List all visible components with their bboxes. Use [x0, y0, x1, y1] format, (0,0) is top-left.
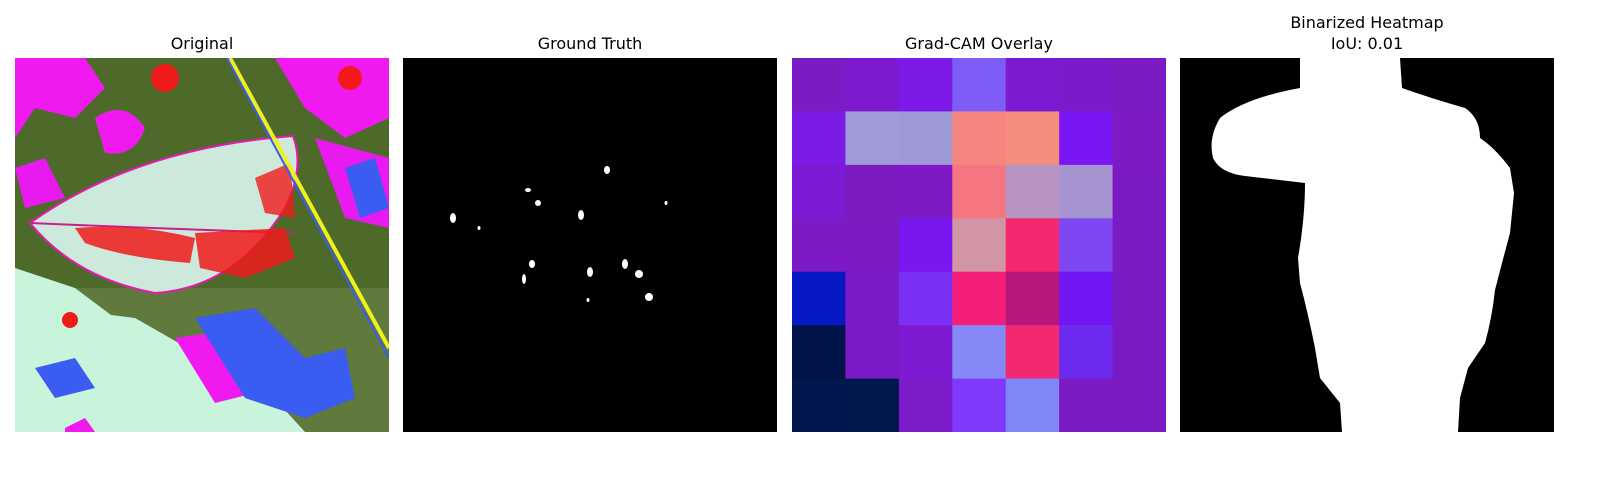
gradcam-cell: [845, 378, 900, 432]
gradcam-cell: [845, 58, 900, 112]
gradcam-cell: [845, 218, 900, 273]
panel-title-binarized-heatmap: Binarized Heatmap: [1290, 13, 1444, 32]
gradcam-cell: [1059, 111, 1114, 166]
gradcam-cell: [952, 325, 1007, 380]
gradcam-cell: [792, 111, 846, 166]
gradcam-cell: [792, 271, 846, 326]
gradcam-cell: [1059, 378, 1114, 432]
gradcam-cell: [952, 378, 1007, 432]
gradcam-cell: [845, 164, 900, 219]
panel-title-original: Original: [170, 34, 234, 53]
gradcam-cell: [1005, 325, 1060, 380]
gradcam-cell: [898, 325, 953, 380]
gradcam-cell: [792, 58, 846, 112]
gradcam-cell: [1059, 271, 1114, 326]
gradcam-cell: [1112, 218, 1166, 273]
gradcam-cell: [898, 58, 953, 112]
binarized-heatmap: [1180, 58, 1554, 432]
gradcam-cell: [1005, 271, 1060, 326]
gradcam-cell: [898, 271, 953, 326]
panel-title-ground-truth: Ground Truth: [537, 34, 643, 53]
gradcam-cell: [1059, 325, 1114, 380]
gradcam-cell: [1112, 378, 1166, 432]
gradcam-cell: [792, 325, 846, 380]
gradcam-cell: [792, 164, 846, 219]
gradcam-cell: [898, 164, 953, 219]
original-image: [15, 58, 389, 432]
gradcam-cell: [845, 111, 900, 166]
gradcam-cell: [1059, 218, 1114, 273]
gradcam-cell: [1112, 164, 1166, 219]
gradcam-cell: [1112, 325, 1166, 380]
gradcam-cell: [1059, 58, 1114, 112]
panel-title-gradcam-overlay: Grad-CAM Overlay: [905, 34, 1053, 53]
gradcam-cell: [898, 111, 953, 166]
panel-subtitle-iou: IoU: 0.01: [1330, 34, 1404, 53]
gradcam-cell: [1005, 218, 1060, 273]
gradcam-cell: [952, 164, 1007, 219]
gradcam-cell: [1005, 378, 1060, 432]
gradcam-cell: [898, 378, 953, 432]
gradcam-cell: [792, 378, 846, 432]
gradcam-cell: [1005, 111, 1060, 166]
gradcam-cell: [1005, 164, 1060, 219]
gradcam-cell: [1112, 111, 1166, 166]
gradcam-cell: [792, 218, 846, 273]
gradcam-cell: [952, 218, 1007, 273]
gradcam-cell: [1059, 164, 1114, 219]
gradcam-cell: [952, 58, 1007, 112]
gradcam-cell: [898, 218, 953, 273]
gradcam-cell: [845, 271, 900, 326]
gradcam-cell: [952, 271, 1007, 326]
gradcam-cell: [1005, 58, 1060, 112]
gradcam-cell: [1112, 271, 1166, 326]
ground-truth-mask: [403, 58, 777, 432]
gradcam-cell: [952, 111, 1007, 166]
gradcam-cell: [845, 325, 900, 380]
gradcam-overlay: [792, 58, 1166, 432]
gradcam-cell: [1112, 58, 1166, 112]
